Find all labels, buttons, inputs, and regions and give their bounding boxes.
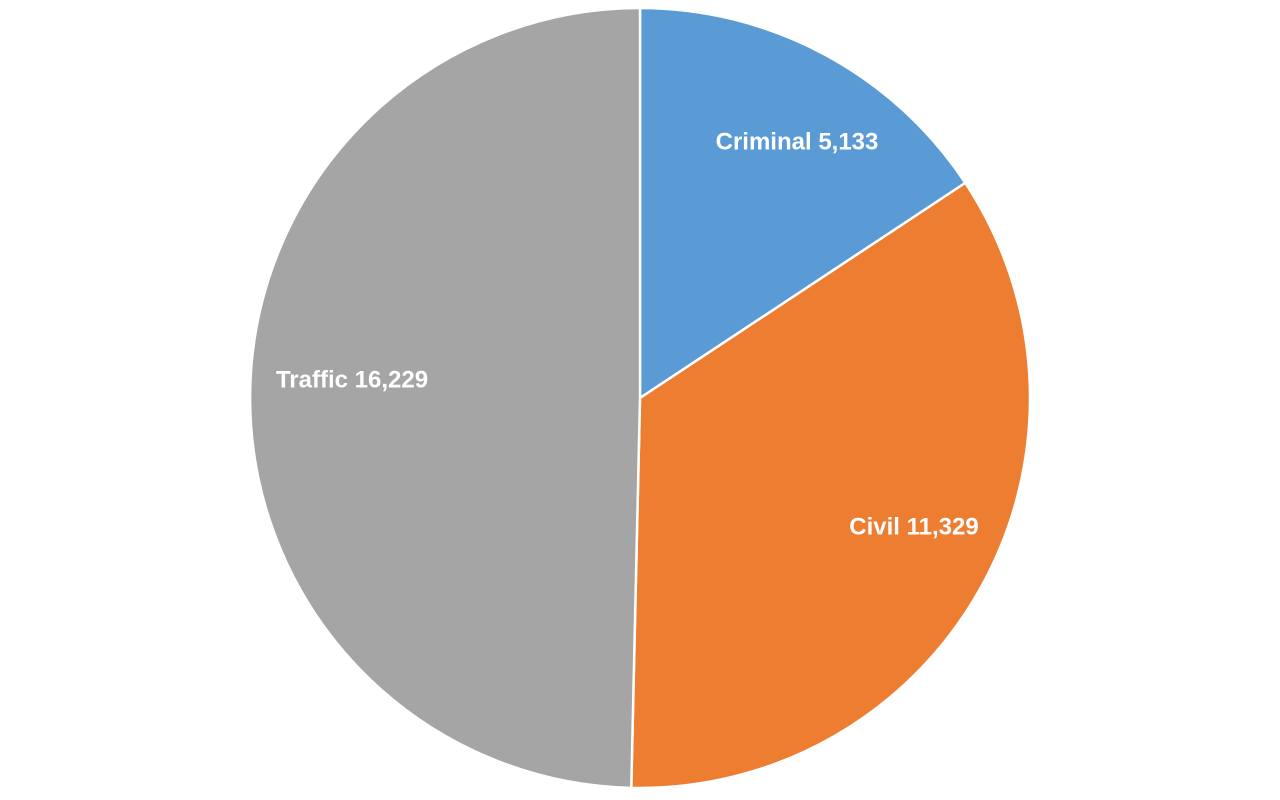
data-label-civil: Civil 11,329 xyxy=(849,513,978,540)
pie-slice-criminal xyxy=(638,6,967,400)
pie-data-labels: Criminal 5,133 Civil 11,329 Traffic 16,229 xyxy=(276,128,979,540)
pie-slice-traffic xyxy=(248,6,642,790)
pie-slices xyxy=(248,6,1032,790)
data-label-traffic: Traffic 16,229 xyxy=(276,366,428,393)
pie-slice-civil xyxy=(630,181,1032,790)
data-label-criminal: Criminal 5,133 xyxy=(716,128,879,155)
